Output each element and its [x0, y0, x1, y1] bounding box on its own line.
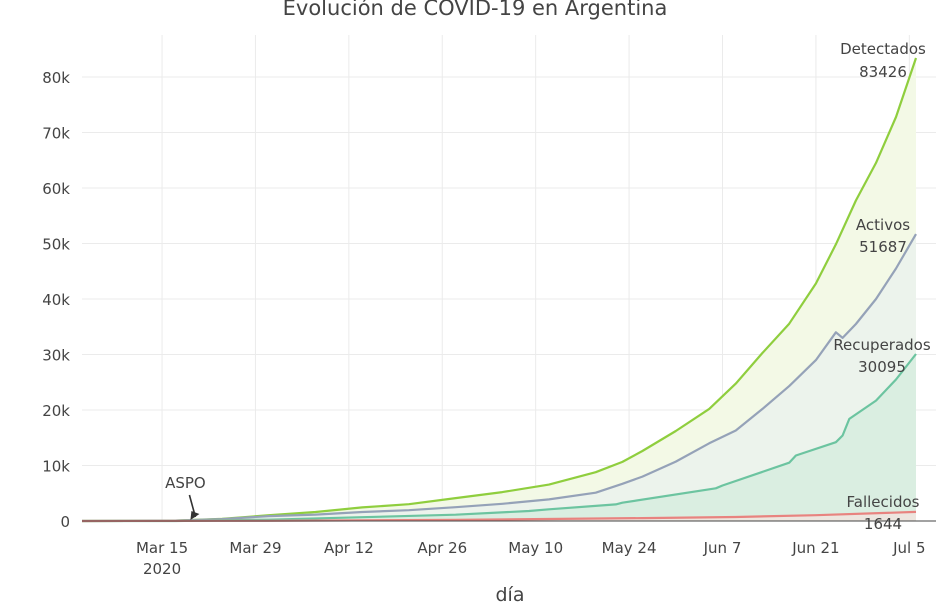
y-tick-label: 40k — [42, 291, 70, 309]
axes: 0 10k 20k 30k 40k 50k 60k 70k 80k Mar 15 2020 Mar 2… — [42, 69, 936, 578]
x-tick-label: Jun 21 — [791, 539, 839, 557]
series-name-label: Fallecidos — [847, 493, 920, 511]
y-tick-label: 30k — [42, 347, 70, 365]
series-name-label: Activos — [856, 216, 910, 234]
area-fill-activos — [82, 234, 916, 521]
area-fill-recuperados — [82, 354, 916, 521]
x-tick-label: Mar 29 — [229, 539, 281, 557]
series-name-label: Detectados — [840, 40, 926, 58]
x-tick-label: Apr 12 — [324, 539, 374, 557]
series-fills — [82, 58, 916, 521]
y-tick-label: 20k — [42, 402, 70, 420]
y-tick-label: 70k — [42, 125, 70, 143]
series-value-label: 51687 — [859, 238, 907, 256]
series-name-label: Recuperados — [833, 336, 931, 354]
annotation-label: ASPO — [165, 474, 206, 492]
annotation-arrow-head — [190, 511, 200, 520]
area-fill-fallecidos — [82, 511, 916, 521]
y-tick-label: 10k — [42, 458, 70, 476]
y-tick-label: 60k — [42, 180, 70, 198]
x-tick-label: Apr 26 — [417, 539, 467, 557]
series-value-label: 83426 — [859, 63, 907, 81]
x-tick-sublabel: 2020 — [143, 560, 181, 578]
series-value-label: 30095 — [858, 358, 906, 376]
series-value-label: 1644 — [864, 515, 902, 533]
series-line-recuperados — [82, 353, 917, 523]
x-tick-label: Jul 5 — [892, 539, 925, 557]
x-tick-label: May 24 — [602, 539, 657, 557]
y-tick-label: 80k — [42, 69, 70, 87]
series-line-activos — [81, 233, 917, 523]
x-tick-label: Jun 7 — [703, 539, 742, 557]
x-tick-label: May 10 — [508, 539, 563, 557]
chart-title: Evolución de COVID-19 en Argentina — [282, 0, 668, 20]
y-tick-label: 0 — [60, 513, 70, 531]
x-tick-label: Mar 15 — [136, 539, 188, 557]
series-end-labels: Detectados 83426 Activos 51687 Recuperados 30… — [833, 40, 931, 533]
x-axis-title: día — [495, 584, 525, 606]
y-tick-label: 50k — [42, 236, 70, 254]
annotations: ASPO — [165, 474, 206, 520]
